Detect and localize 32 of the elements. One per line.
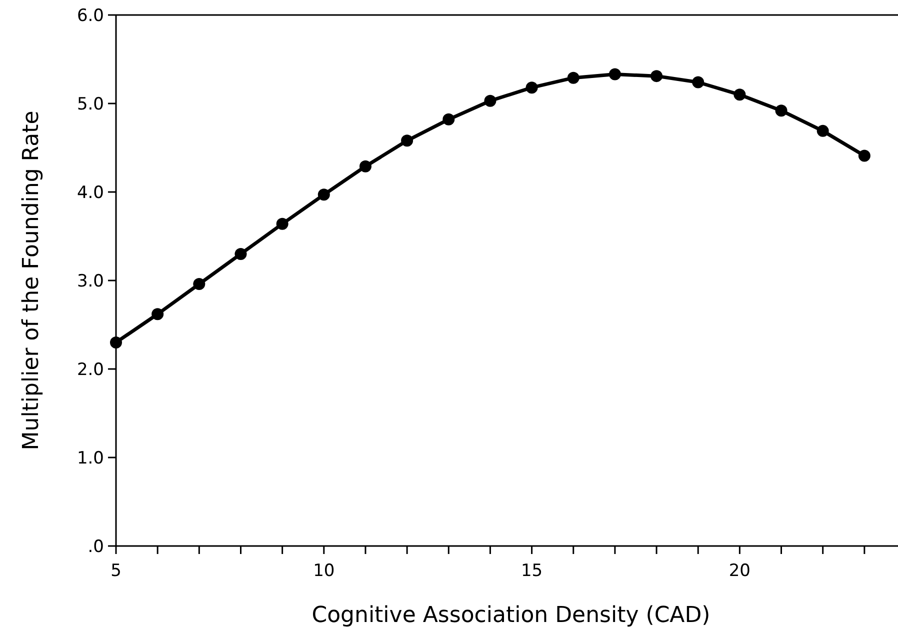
point <box>110 336 122 348</box>
point <box>567 72 580 84</box>
y-tick-label: .0 <box>88 536 104 557</box>
x-tick-label: 10 <box>313 561 335 581</box>
point <box>775 104 788 117</box>
y-tick-label: 1.0 <box>76 448 104 468</box>
point <box>526 82 538 94</box>
point <box>816 124 829 137</box>
x-axis-title: Cognitive Association Density (CAD) <box>312 603 710 628</box>
y-axis-title: Multiplier of the Founding Rate <box>19 110 44 450</box>
point <box>318 188 330 201</box>
y-tick-label: 5.0 <box>76 94 104 114</box>
point <box>442 113 455 126</box>
point <box>484 94 496 107</box>
y-tick-label: 2.0 <box>76 360 104 380</box>
x-tick-label: 20 <box>728 561 751 581</box>
y-tick-label: 4.0 <box>76 182 104 203</box>
point <box>650 70 663 82</box>
point <box>276 218 288 230</box>
point <box>858 150 870 162</box>
point <box>734 88 746 101</box>
point <box>359 160 372 172</box>
x-tick-label: 5 <box>110 561 122 581</box>
y-tick-label: 6.0 <box>76 6 104 26</box>
x-tick-label: 15 <box>520 561 543 581</box>
point <box>608 68 621 80</box>
point <box>692 76 704 88</box>
point <box>152 308 164 320</box>
point <box>401 134 414 147</box>
y-tick-label: 3.0 <box>76 271 104 292</box>
point <box>234 248 247 260</box>
point <box>193 278 206 290</box>
